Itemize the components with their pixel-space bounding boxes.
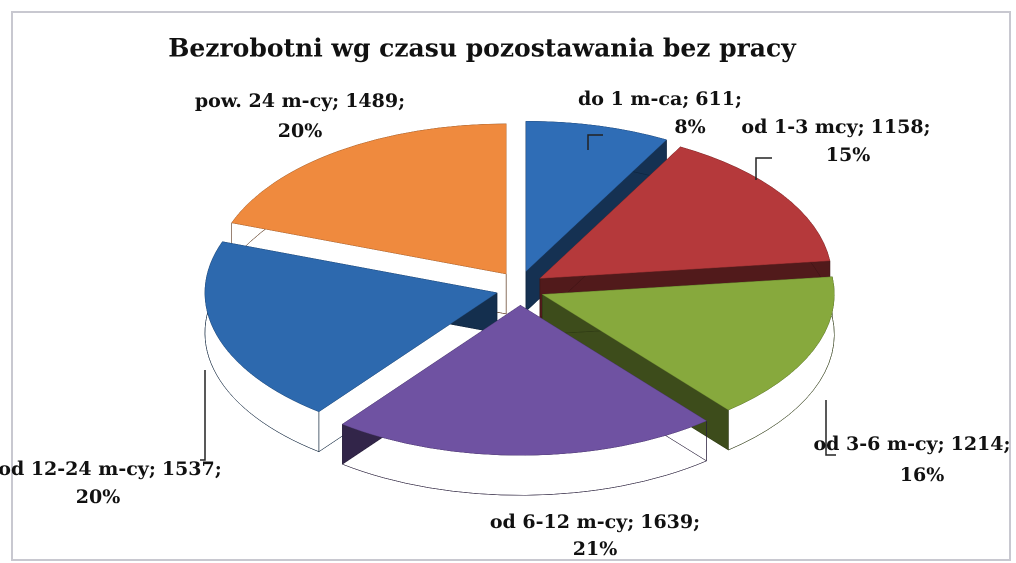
category-label: od 6-12 m-cy; <box>490 511 634 533</box>
category-label: od 12-24 m-cy; <box>0 458 156 480</box>
percent-label: 21% <box>573 538 618 560</box>
slice <box>539 146 831 279</box>
slice <box>231 123 507 275</box>
category-label: od 3-6 m-cy; <box>813 433 944 455</box>
data-label: od 6-12 m-cy; 1639; <box>490 511 700 533</box>
leader-line <box>587 134 603 150</box>
value-label: 1489; <box>345 90 405 112</box>
data-label: do 1 m-ca; 611; <box>578 88 742 110</box>
category-label: pow. 24 m-cy; <box>195 90 339 112</box>
category-label: od 1-3 mcy; <box>741 116 864 138</box>
data-label: od 12-24 m-cy; 1537; <box>0 458 222 480</box>
data-label: pow. 24 m-cy; 1489; <box>195 90 405 112</box>
slice <box>341 305 708 456</box>
percent-label: 15% <box>826 144 871 166</box>
slice <box>204 241 498 412</box>
value-label: 1214; <box>951 433 1011 455</box>
value-label: 1639; <box>640 511 700 533</box>
chart-frame <box>11 11 1011 561</box>
slice <box>525 121 667 272</box>
leader-line <box>755 157 772 180</box>
percent-label: 20% <box>76 486 121 508</box>
data-label: od 3-6 m-cy; 1214; <box>813 433 1010 455</box>
value-label: 1537; <box>162 458 222 480</box>
data-label: od 1-3 mcy; 1158; <box>741 116 930 138</box>
percent-label: 16% <box>900 464 945 486</box>
leader-line <box>200 370 206 461</box>
value-label: 1158; <box>871 116 931 138</box>
value-label: 611; <box>695 88 742 110</box>
chart-title: Bezrobotni wg czasu pozostawania bez pra… <box>168 34 797 63</box>
category-label: do 1 m-ca; <box>578 88 689 110</box>
leader-line <box>825 400 836 456</box>
percent-label: 8% <box>674 116 705 138</box>
percent-label: 20% <box>278 120 323 142</box>
slice <box>541 276 835 411</box>
